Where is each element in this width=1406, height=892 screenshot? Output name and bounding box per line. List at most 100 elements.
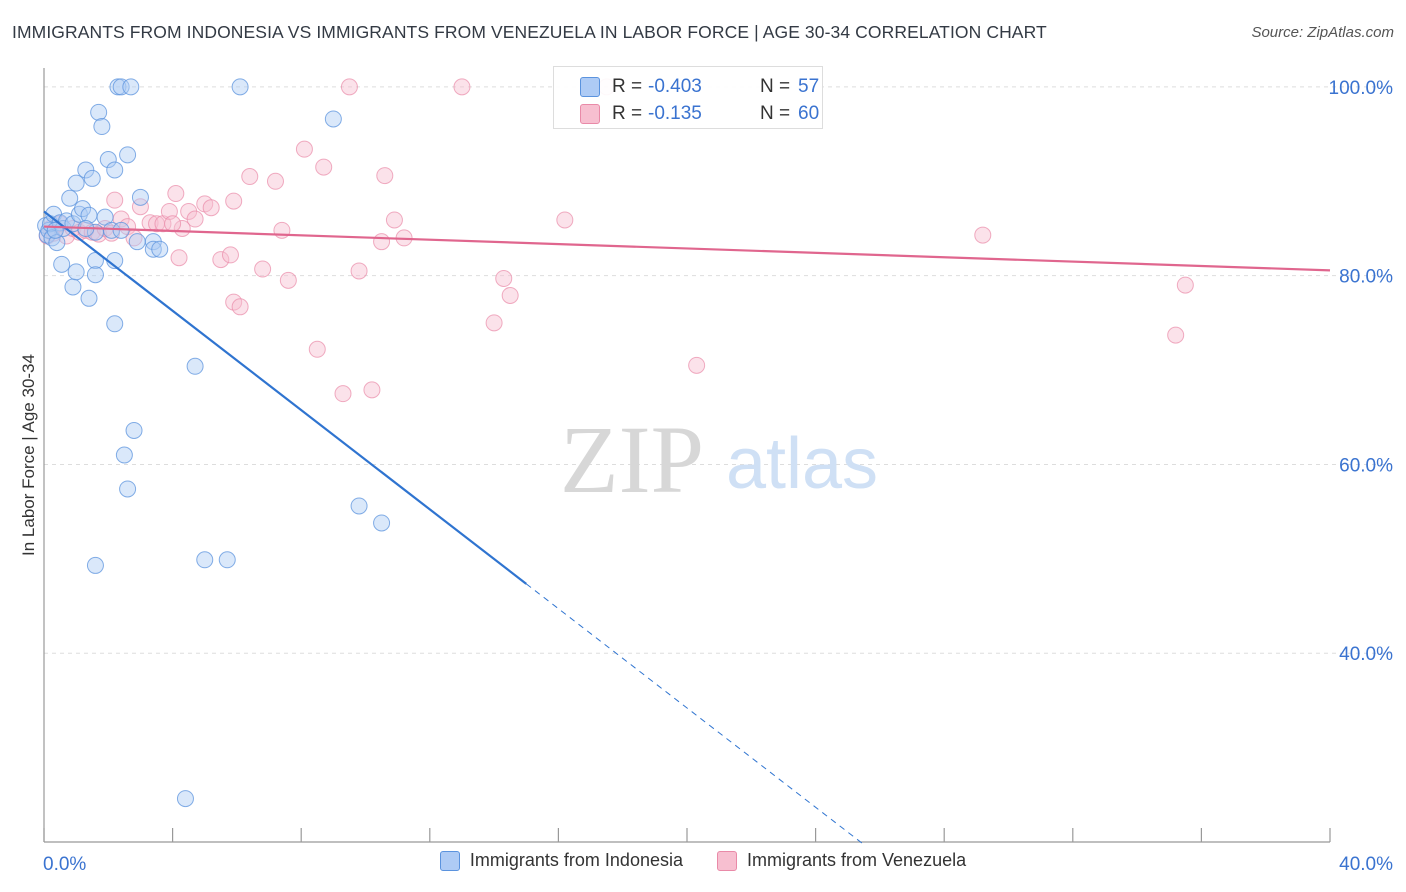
point-venezuela — [350, 262, 368, 280]
point-indonesia — [99, 151, 117, 169]
point-venezuela — [340, 78, 358, 96]
point-venezuela — [90, 225, 108, 243]
legend-item-venezuela[interactable]: Immigrants from Venezuela — [717, 850, 966, 871]
legend-swatch-venezuela — [717, 850, 737, 871]
y-tick-label: 40.0% — [1339, 644, 1393, 665]
legend-item-indonesia[interactable]: Immigrants from Indonesia — [439, 850, 683, 871]
stats-n-value: 60 — [798, 103, 820, 124]
point-venezuela — [221, 246, 239, 264]
point-venezuela — [495, 269, 513, 287]
stats-swatch-indonesia — [580, 77, 600, 97]
stats-r-label: R = — [612, 103, 643, 124]
point-venezuela — [974, 226, 992, 244]
point-indonesia — [115, 446, 133, 464]
y-tick-label: 60.0% — [1339, 455, 1393, 476]
tick-labels: 40.0% 60.0% 80.0% 100.0% 0.0% 40.0% — [43, 78, 1393, 875]
stats-r-value: -0.135 — [648, 103, 702, 124]
stats-box: R = -0.403 N = 57 R = -0.135 N = 60 — [553, 66, 823, 129]
point-indonesia — [67, 263, 85, 281]
point-venezuela — [453, 78, 471, 96]
stats-swatch-venezuela — [580, 104, 600, 124]
x-tick-label: 0.0% — [43, 854, 86, 875]
y-tick-label: 80.0% — [1339, 267, 1393, 288]
chart-title: IMMIGRANTS FROM INDONESIA VS IMMIGRANTS … — [12, 22, 1047, 42]
point-venezuela — [485, 314, 503, 332]
point-indonesia — [122, 78, 140, 96]
point-venezuela — [170, 249, 188, 267]
stats-n-label: N = — [760, 103, 791, 124]
point-venezuela — [295, 140, 313, 158]
axes — [43, 68, 1331, 843]
point-indonesia — [176, 790, 194, 808]
stats-r-value: -0.403 — [648, 76, 702, 97]
point-indonesia — [53, 255, 71, 273]
point-indonesia — [103, 221, 121, 239]
legend-swatch-indonesia — [439, 850, 460, 871]
point-indonesia — [144, 240, 162, 258]
point-indonesia — [90, 103, 108, 121]
watermark-atlas: atlas — [726, 424, 878, 504]
point-venezuela — [202, 199, 220, 217]
point-indonesia — [119, 480, 137, 498]
point-venezuela — [373, 233, 391, 251]
stats-r-label: R = — [612, 76, 643, 97]
point-venezuela — [376, 167, 394, 185]
point-venezuela — [1176, 276, 1194, 294]
point-indonesia — [64, 278, 82, 296]
trendline-indonesia-extension — [525, 583, 865, 845]
point-venezuela — [1167, 326, 1185, 344]
series-indonesia-points — [37, 78, 391, 808]
source-label: Source: ZipAtlas.com — [1251, 24, 1394, 41]
point-indonesia — [67, 174, 85, 192]
point-venezuela — [308, 340, 326, 358]
stats-n-value: 57 — [798, 76, 820, 97]
point-venezuela — [501, 286, 519, 304]
point-venezuela — [106, 191, 124, 209]
point-indonesia — [80, 289, 98, 307]
legend-label-venezuela: Immigrants from Venezuela — [747, 850, 967, 870]
point-venezuela — [241, 168, 259, 186]
point-indonesia — [106, 315, 124, 333]
point-indonesia — [128, 233, 146, 251]
point-venezuela — [186, 210, 204, 228]
point-indonesia — [86, 266, 104, 284]
point-venezuela — [688, 356, 706, 374]
point-indonesia — [93, 118, 111, 136]
point-indonesia — [61, 189, 79, 207]
point-venezuela — [254, 260, 272, 278]
point-indonesia — [151, 240, 169, 258]
point-venezuela — [334, 385, 352, 403]
point-venezuela — [225, 192, 243, 210]
legend-label-indonesia: Immigrants from Indonesia — [469, 850, 683, 870]
point-indonesia — [112, 78, 130, 96]
watermark-zip: ZIP — [560, 406, 704, 513]
point-indonesia — [119, 146, 137, 164]
y-tick-label: 100.0% — [1329, 78, 1394, 99]
series-venezuela-points — [38, 78, 1194, 403]
point-indonesia — [131, 188, 149, 206]
point-venezuela — [279, 271, 297, 289]
watermark: ZIP atlas — [560, 406, 878, 513]
point-indonesia — [196, 551, 214, 569]
point-venezuela — [363, 381, 381, 399]
stats-n-label: N = — [760, 76, 791, 97]
point-indonesia — [83, 169, 101, 187]
point-indonesia — [350, 497, 368, 515]
point-venezuela — [167, 185, 185, 203]
point-indonesia — [106, 161, 124, 179]
point-indonesia — [218, 551, 236, 569]
point-indonesia — [125, 421, 143, 439]
x-tick-label: 40.0% — [1339, 854, 1393, 875]
point-indonesia — [186, 357, 204, 375]
trendlines — [43, 210, 1331, 845]
point-venezuela — [212, 251, 230, 269]
point-indonesia — [74, 200, 92, 218]
y-axis-label: In Labor Force | Age 30-34 — [19, 354, 38, 556]
point-indonesia — [48, 234, 66, 252]
point-venezuela — [231, 298, 249, 316]
point-indonesia — [86, 556, 104, 574]
point-venezuela — [385, 211, 403, 229]
point-indonesia — [77, 161, 95, 179]
trendline-indonesia — [43, 210, 527, 585]
